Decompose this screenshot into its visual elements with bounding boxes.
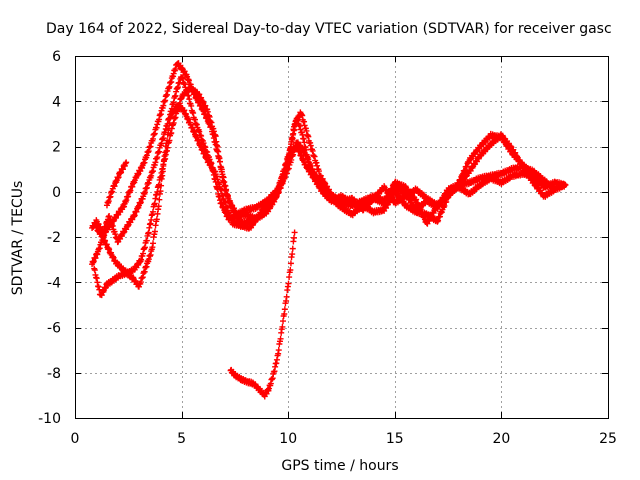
x-tick-label: 20 [492,431,510,447]
y-tick-label: -6 [47,321,61,337]
data-series-6 [227,229,298,400]
data-point [279,323,286,330]
data-point [149,208,156,215]
data-point [212,133,219,140]
x-tick-label: 25 [599,431,617,447]
data-point [291,229,298,236]
chart-title: Day 164 of 2022, Sidereal Day-to-day VTE… [46,21,612,37]
data-point [159,168,166,175]
data-point [562,181,569,188]
data-point [166,120,173,127]
x-axis-label: GPS time / hours [281,458,398,474]
data-series-5 [103,159,130,209]
data-point [156,196,163,203]
data-point [541,179,548,186]
y-tick-label: -10 [38,411,61,427]
data-point [151,228,158,235]
x-tick-label: 15 [386,431,404,447]
data-point [162,149,169,156]
data-point [150,240,157,247]
data-point [290,234,297,241]
data-series-4 [91,102,548,299]
x-tick-label: 5 [177,431,186,447]
data-point [289,245,296,252]
data-point [153,216,160,223]
data-point [289,131,296,138]
data-point [289,251,296,258]
y-tick-label: -2 [47,230,61,246]
data-point [280,318,287,325]
data-point [123,159,130,166]
y-tick-label: 4 [52,94,61,110]
data-point [277,335,284,342]
data-point [216,158,223,165]
y-tick-label: -4 [47,275,61,291]
y-axis-label: SDTVAR / TECUs [10,181,26,296]
data-point [281,306,288,313]
y-tick-label: -8 [47,366,61,382]
data-point [551,186,558,193]
x-tick-label: 10 [279,431,297,447]
data-point [275,347,282,354]
data-point [287,260,294,267]
y-tick-label: 2 [52,140,61,156]
data-point [158,182,165,189]
data-point [288,141,295,148]
data-point [164,137,171,144]
data-point [155,203,162,210]
data-series-1 [89,74,569,246]
data-point [287,266,294,273]
data-point [283,293,290,300]
data-point [157,188,164,195]
data-point [166,125,173,132]
y-tick-label: 6 [52,49,61,65]
data-point [285,280,292,287]
data-points [89,60,569,400]
axis-ticks: 0 5 10 15 20 25 -10 -8 -6 -4 -2 0 2 4 6 [38,49,617,447]
y-tick-label: 0 [52,185,61,201]
x-tick-label: 0 [71,431,80,447]
data-point [218,168,225,175]
